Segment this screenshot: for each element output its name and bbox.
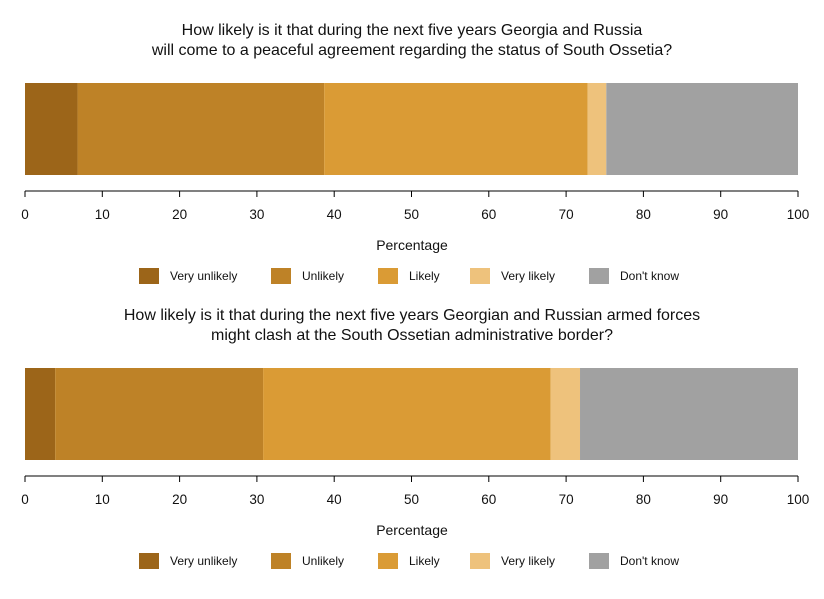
x-tick-label: 20	[172, 492, 187, 507]
legend-label: Unlikely	[302, 554, 344, 568]
legend-label: Likely	[409, 269, 440, 283]
bar-segment-very-unlikely	[25, 368, 56, 460]
legend-label: Unlikely	[302, 269, 344, 283]
x-tick-label: 90	[713, 492, 728, 507]
x-axis-title: Percentage	[376, 522, 448, 538]
x-tick-label: 70	[559, 207, 574, 222]
x-tick-label: 30	[249, 207, 264, 222]
legend-label: Don't know	[620, 269, 679, 283]
x-tick-label: 10	[95, 492, 110, 507]
x-tick-label: 0	[21, 207, 29, 222]
bar-segment-likely	[263, 368, 551, 460]
bar-segment-likely	[324, 83, 588, 175]
bar-segment-don-t-know	[580, 368, 798, 460]
x-tick-label: 100	[787, 492, 810, 507]
x-tick-label: 60	[481, 492, 496, 507]
legend: Very unlikely Unlikely Likely Very likely Do…	[139, 553, 679, 569]
x-tick-label: 60	[481, 207, 496, 222]
x-tick-label: 40	[327, 207, 342, 222]
legend-swatch	[139, 268, 159, 284]
chart-panel-1: How likely is it that during the next fi…	[21, 22, 809, 284]
bar-segment-very-unlikely	[25, 83, 78, 175]
x-tick-label: 20	[172, 207, 187, 222]
x-tick-label: 40	[327, 492, 342, 507]
chart-title-line: How likely is it that during the next fi…	[182, 22, 643, 39]
legend: Very unlikely Unlikely Likely Very likely Do…	[139, 268, 679, 284]
x-tick-label: 80	[636, 492, 651, 507]
legend-swatch	[378, 268, 398, 284]
chart-title-line: might clash at the South Ossetian admini…	[211, 327, 613, 344]
legend-swatch	[589, 553, 609, 569]
x-tick-label: 50	[404, 492, 419, 507]
legend-swatch	[470, 268, 490, 284]
legend-label: Likely	[409, 554, 440, 568]
legend-swatch	[470, 553, 490, 569]
x-tick-label: 10	[95, 207, 110, 222]
bar-segment-don-t-know	[606, 83, 798, 175]
x-axis-title: Percentage	[376, 237, 448, 253]
bar-segment-unlikely	[55, 368, 264, 460]
legend-swatch	[378, 553, 398, 569]
x-tick-label: 0	[21, 492, 29, 507]
x-tick-label: 30	[249, 492, 264, 507]
bar-segment-very-likely	[550, 368, 581, 460]
legend-swatch	[589, 268, 609, 284]
legend-swatch	[139, 553, 159, 569]
bar-segment-unlikely	[77, 83, 325, 175]
x-tick-label: 50	[404, 207, 419, 222]
legend-label: Very likely	[501, 554, 555, 568]
chart-title-line: How likely is it that during the next fi…	[124, 307, 700, 324]
chart-panel-2: How likely is it that during the next fi…	[21, 307, 809, 569]
x-tick-label: 90	[713, 207, 728, 222]
legend-label: Very likely	[501, 269, 555, 283]
x-tick-label: 70	[559, 492, 574, 507]
legend-swatch	[271, 268, 291, 284]
legend-label: Very unlikely	[170, 269, 237, 283]
legend-label: Don't know	[620, 554, 679, 568]
bar-segment-very-likely	[587, 83, 607, 175]
legend-swatch	[271, 553, 291, 569]
x-tick-label: 80	[636, 207, 651, 222]
x-tick-label: 100	[787, 207, 810, 222]
chart-title-line: will come to a peaceful agreement regard…	[151, 42, 672, 59]
legend-label: Very unlikely	[170, 554, 237, 568]
